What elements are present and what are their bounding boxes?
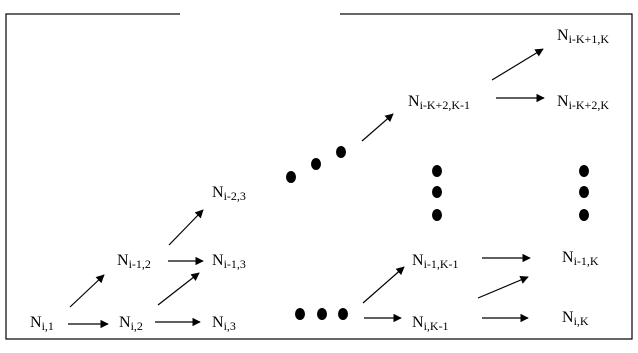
node-n-i-1-2: Ni-1,2 [117, 252, 151, 271]
diagram-frame [5, 13, 633, 340]
node-n-i-k2-k1: Ni-K+2,K-1 [408, 93, 470, 112]
node-n-i-k-1: Ni,K-1 [412, 314, 449, 333]
node-n-i-1-3: Ni-1,3 [212, 252, 246, 271]
arrow-ni2-to-nim13 [157, 272, 200, 306]
node-n-i-2: Ni,2 [119, 314, 143, 333]
node-n-i-3: Ni,3 [212, 314, 236, 333]
vertical-ellipsis-left [432, 165, 442, 221]
node-n-i-1-k: Ni-1,K [562, 249, 599, 268]
bottom-ellipsis [295, 308, 348, 320]
arrow-dots-to-nim1k1 [362, 266, 405, 304]
arrow-nik1-to-nim1k [477, 276, 529, 299]
arrow-nik2k1-to-nik1k [491, 48, 544, 81]
frame-top-gap [180, 10, 340, 16]
node-n-i-1: Ni,1 [30, 314, 54, 333]
arrow-nim12-to-nim23 [168, 209, 204, 246]
node-n-i-k1-k: Ni-K+1,K [557, 27, 609, 46]
vertical-ellipsis-right [579, 165, 589, 221]
arrow-ni1-to-nim12 [69, 274, 105, 308]
diagonal-ellipsis [286, 146, 346, 183]
node-n-i-k2-k: Ni-K+2,K [557, 93, 609, 112]
node-n-i-k: Ni,K [562, 309, 589, 328]
node-n-i-2-3: Ni-2,3 [212, 184, 246, 203]
arrow-to-nik2k1 [361, 113, 394, 142]
node-n-i-1-k-1: Ni-1,K-1 [412, 252, 459, 271]
